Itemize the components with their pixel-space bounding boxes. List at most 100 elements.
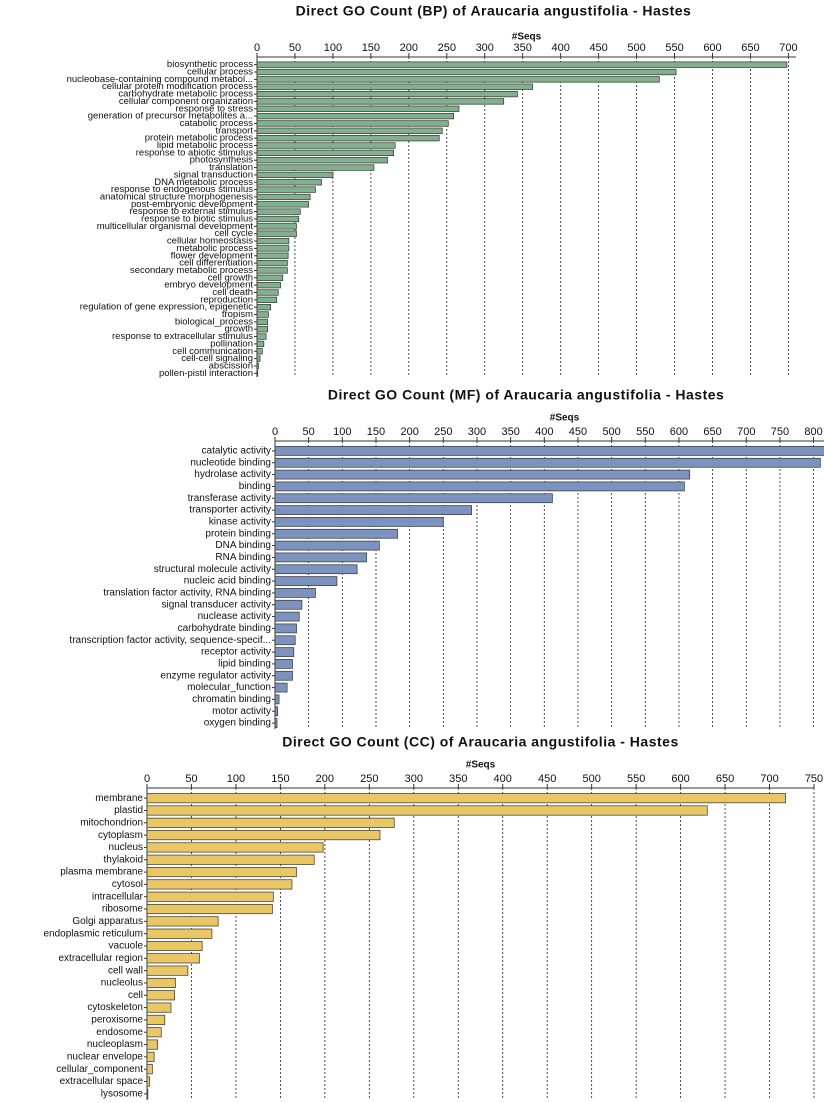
bar — [256, 370, 259, 377]
bar — [256, 112, 454, 120]
y-tick-label: cellular homeostasis — [167, 236, 253, 247]
bar — [146, 817, 395, 828]
y-tick-label: pollen-pistil interaction — [159, 368, 253, 379]
bar — [146, 805, 708, 816]
y-tick-label: transport — [216, 125, 254, 136]
bar — [274, 635, 296, 646]
y-tick-label: cell — [128, 990, 143, 1001]
y-tick-label: extracellular space — [60, 1076, 144, 1087]
x-tick-label: 250 — [434, 426, 452, 438]
bar — [256, 61, 788, 68]
y-tick-label: enzyme regulator activity — [160, 670, 271, 681]
chart: Direct GO Count (CC) of Araucaria angust… — [44, 734, 823, 1100]
bar — [274, 493, 553, 504]
bar — [256, 76, 660, 83]
y-tick-label: nucleoplasm — [87, 1039, 143, 1050]
bar — [256, 201, 309, 208]
bar — [146, 1039, 159, 1050]
bar — [256, 215, 300, 223]
y-tick-label: plasma membrane — [60, 867, 143, 878]
bar — [256, 355, 261, 362]
y-tick-label: nucleus — [109, 842, 143, 853]
bar — [256, 83, 533, 90]
y-tick-label: peroxisome — [91, 1015, 143, 1026]
bar — [256, 311, 269, 318]
bar — [256, 90, 518, 98]
y-tick-label: lipid metabolic process — [157, 140, 253, 151]
y-tick-label: multicellular organismal development — [97, 221, 254, 232]
y-tick-label: generation of precursor metabolites a... — [88, 111, 253, 122]
bar — [274, 588, 316, 598]
x-tick-label: 800 — [804, 426, 822, 438]
chart-title: Direct GO Count (BP) of Araucaria angust… — [296, 3, 692, 19]
x-tick-label: 650 — [741, 42, 759, 54]
bar — [256, 281, 281, 289]
x-tick-label: 50 — [185, 773, 197, 785]
x-tick-label: 350 — [514, 42, 532, 54]
y-tick-label: binding — [239, 481, 271, 492]
bar — [256, 208, 301, 215]
y-tick-label: cytosol — [112, 879, 143, 890]
x-tick-label: 250 — [438, 42, 456, 54]
x-tick-label: 450 — [538, 773, 556, 785]
x-tick-label: 500 — [582, 773, 600, 785]
x-tick-label: 300 — [468, 426, 486, 438]
bar — [256, 142, 396, 149]
bar — [256, 304, 272, 311]
bar — [274, 647, 295, 657]
bar — [256, 135, 440, 142]
bar — [256, 223, 297, 230]
bar — [256, 98, 505, 105]
y-tick-label: hydrolase activity — [194, 469, 271, 480]
y-tick-label: protein binding — [205, 528, 271, 539]
bar — [256, 230, 297, 237]
y-tick-label: response to endogenous stimulus — [111, 184, 253, 195]
y-tick-label: signal transduction — [174, 169, 253, 180]
x-tick-label: 350 — [501, 426, 519, 438]
y-tick-label: biosynthetic process — [167, 59, 253, 70]
bar — [256, 157, 388, 164]
y-tick-label: vacuole — [109, 941, 144, 952]
bar — [274, 552, 367, 563]
y-tick-label: carbohydrate metabolic process — [118, 89, 253, 100]
bar — [274, 481, 685, 492]
bar — [274, 718, 278, 728]
x-tick-label: 100 — [324, 42, 342, 54]
y-tick-label: membrane — [95, 793, 143, 804]
bar — [256, 68, 677, 76]
chart-title: Direct GO Count (CC) of Araucaria angust… — [282, 734, 678, 750]
bar — [256, 289, 279, 296]
x-axis-label: #Seqs — [512, 32, 542, 43]
y-tick-label: biological_process — [175, 316, 253, 327]
y-tick-label: kinase activity — [209, 517, 271, 528]
bar — [274, 457, 821, 468]
bar — [146, 1014, 166, 1025]
y-tick-label: carbohydrate binding — [178, 623, 271, 634]
y-tick-label: embryo development — [164, 280, 253, 291]
y-tick-label: growth — [224, 324, 253, 335]
y-tick-label: nucleic acid binding — [184, 576, 271, 587]
y-tick-label: abscission — [209, 360, 253, 371]
y-tick-label: nucleotide binding — [190, 457, 271, 468]
y-tick-label: DNA metabolic process — [154, 177, 253, 188]
bar — [256, 179, 322, 186]
bar — [146, 879, 293, 890]
bar — [146, 793, 786, 804]
y-tick-label: transferase activity — [188, 493, 271, 504]
x-tick-label: 400 — [535, 426, 553, 438]
bar — [146, 1051, 155, 1062]
x-tick-label: 600 — [703, 42, 721, 54]
x-tick-label: 450 — [589, 42, 607, 54]
bar — [274, 446, 824, 456]
x-axis-label: #Seqs — [466, 760, 496, 771]
y-tick-label: cell wall — [108, 965, 143, 976]
y-tick-label: anatomical structure morphogenesis — [100, 191, 253, 202]
y-tick-label: cellular component organization — [119, 96, 253, 107]
bar — [256, 164, 375, 171]
bar — [146, 1027, 162, 1038]
bar — [274, 706, 279, 717]
bar — [274, 599, 303, 610]
bar — [274, 670, 293, 681]
y-tick-label: cytoplasm — [98, 830, 143, 841]
y-tick-label: motor activity — [212, 706, 271, 717]
